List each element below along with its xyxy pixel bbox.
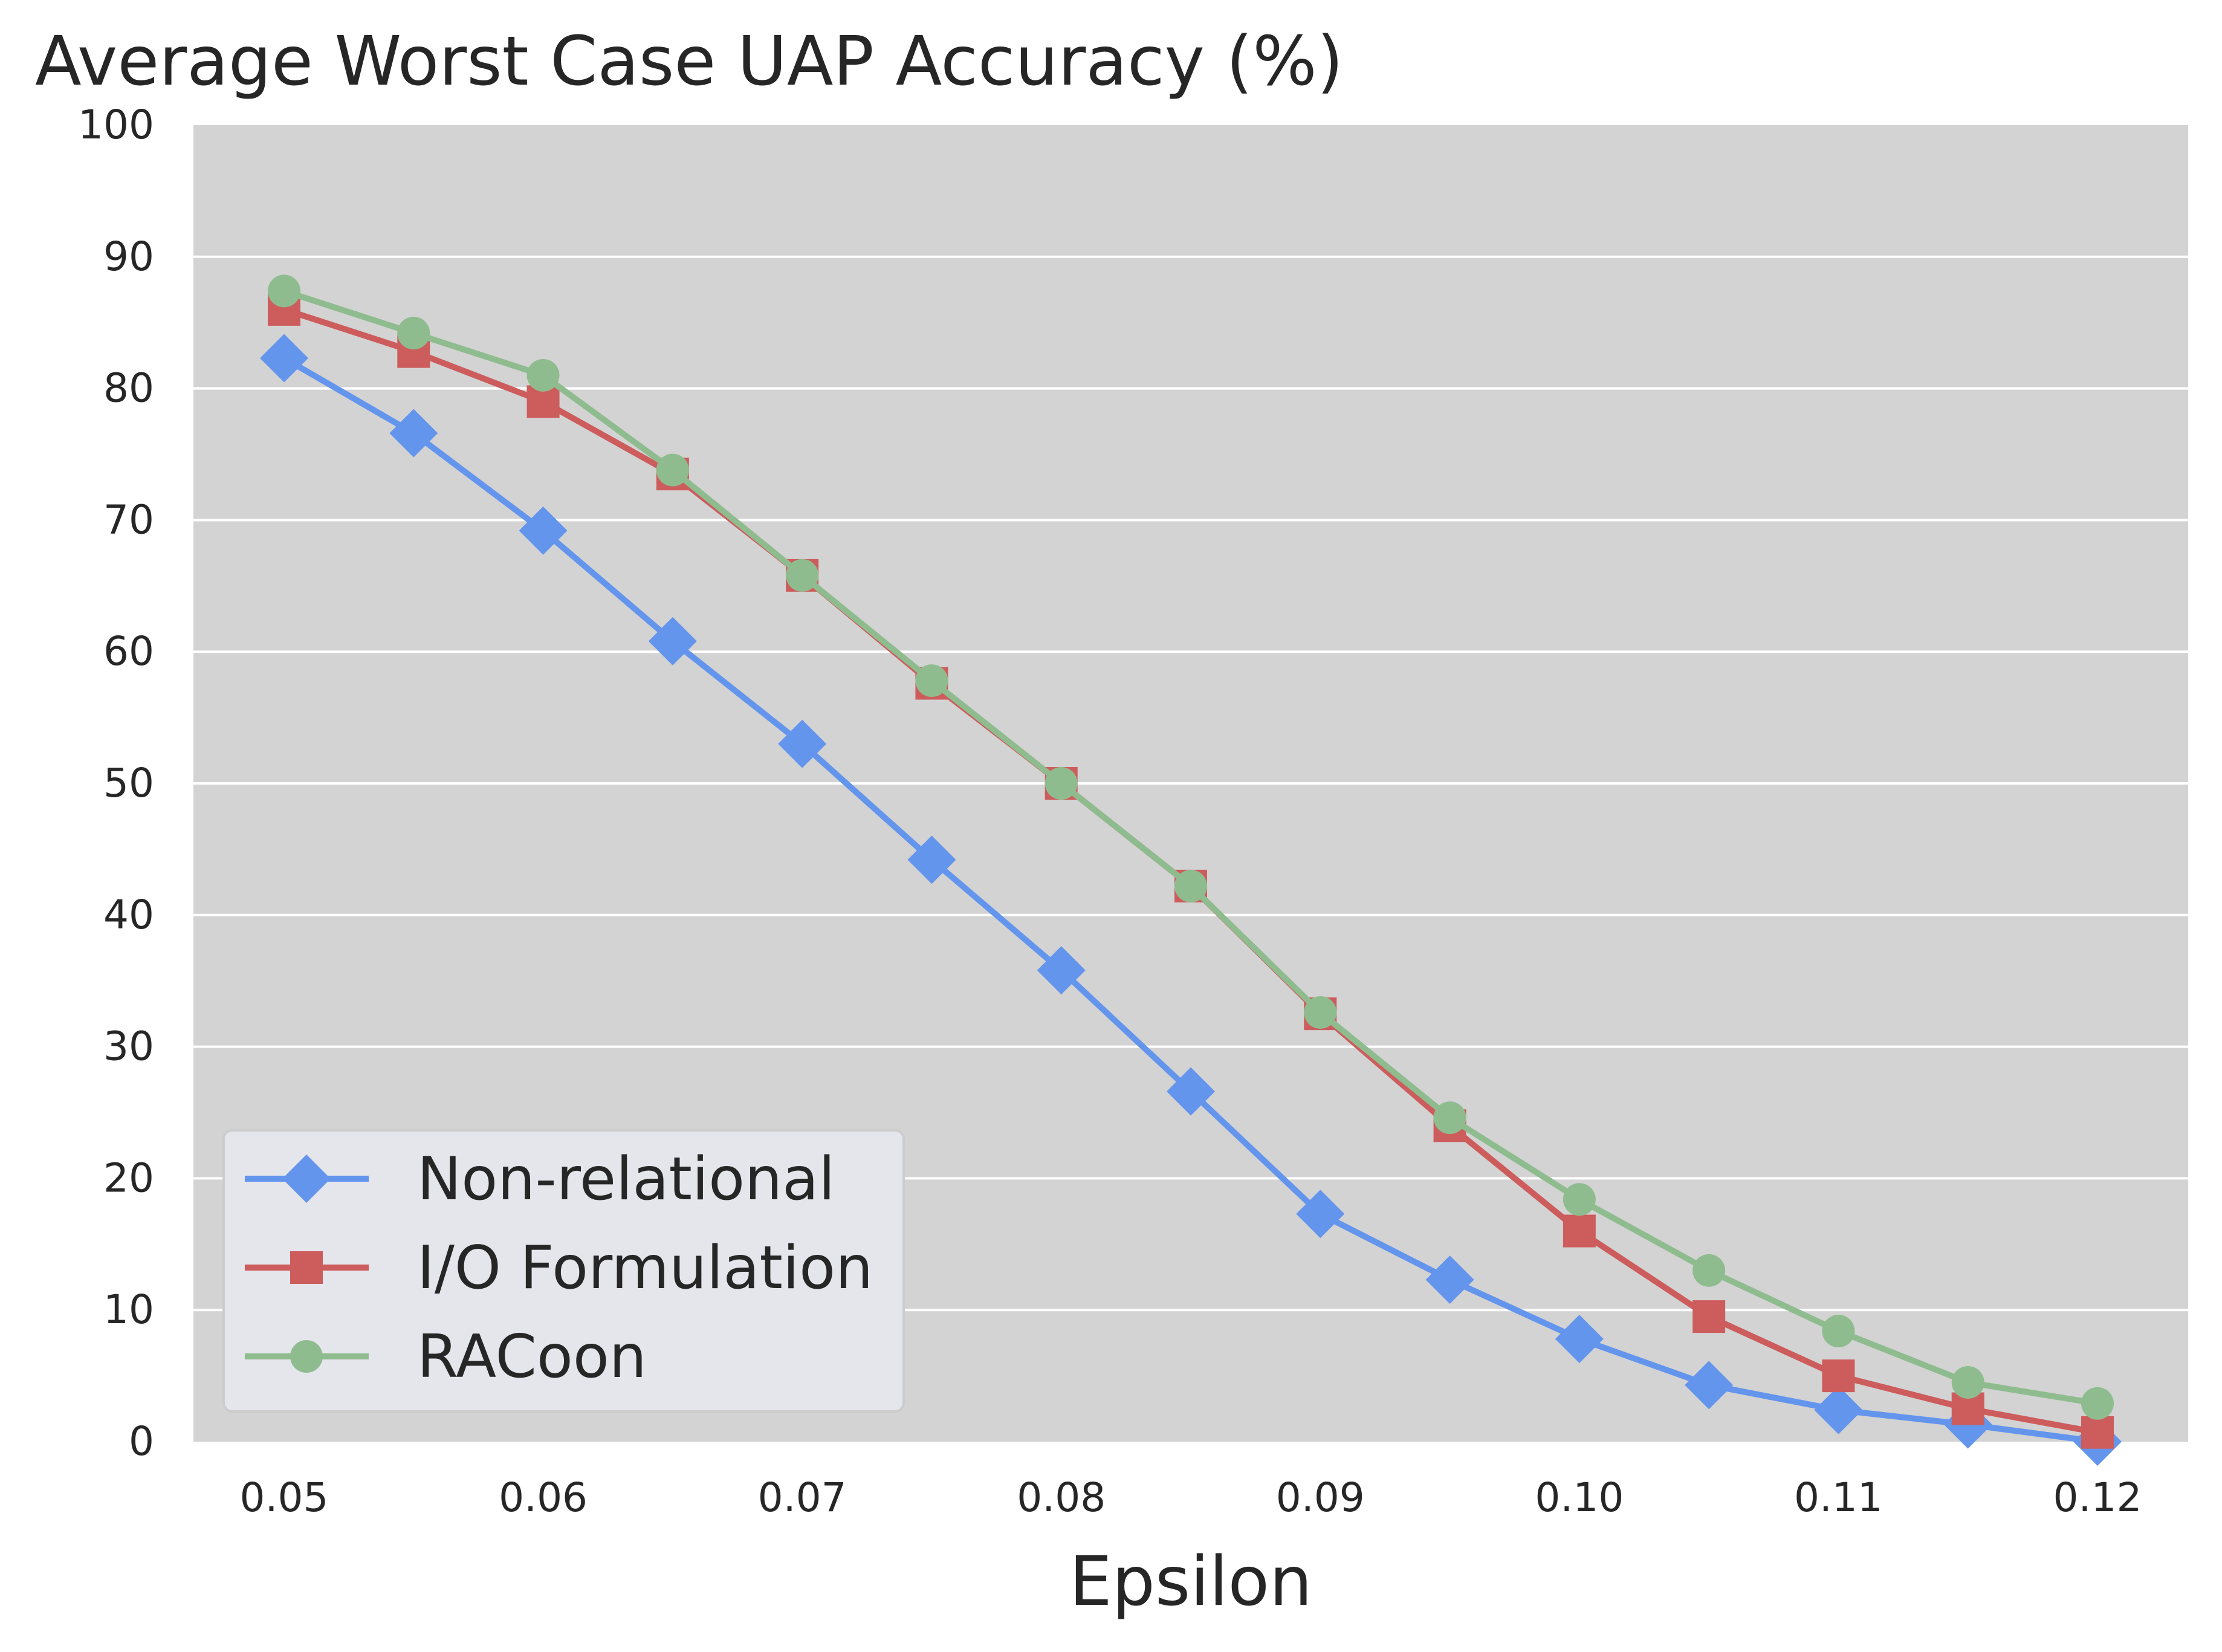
legend-item-non-relational: Non-relational [245, 1145, 835, 1214]
y-tick-label: 40 [103, 892, 154, 938]
data-point-non-relational [1425, 1255, 1474, 1304]
data-point-i-o-formulation [1563, 1214, 1596, 1248]
legend-box [222, 1129, 905, 1413]
series-non-relational [260, 334, 2122, 1466]
y-tick-label: 50 [103, 760, 154, 806]
data-point-racoon [1304, 996, 1337, 1029]
y-tick-labels: 0 10 20 30 40 50 60 70 80 90 100 [78, 102, 154, 1465]
legend-swatch-marker [282, 1155, 331, 1203]
data-point-non-relational [519, 506, 568, 555]
y-tick-label: 20 [103, 1155, 154, 1201]
data-point-non-relational [907, 835, 956, 884]
series-layer [260, 274, 2122, 1466]
legend-item-racoon: RACoon [245, 1323, 647, 1391]
data-point-non-relational [648, 617, 697, 666]
data-point-i-o-formulation [1822, 1359, 1855, 1393]
data-point-racoon [1951, 1365, 1984, 1399]
data-point-non-relational [1555, 1315, 1604, 1364]
y-tick-label: 70 [103, 496, 154, 543]
data-point-non-relational [778, 719, 827, 768]
x-tick-label: 0.08 [1017, 1474, 1106, 1521]
x-tick-label: 0.10 [1535, 1474, 1624, 1521]
data-point-racoon [2081, 1387, 2114, 1420]
data-point-non-relational [389, 409, 438, 458]
data-point-racoon [268, 274, 300, 308]
data-point-racoon [1045, 767, 1078, 800]
legend-label: RACoon [417, 1323, 647, 1391]
chart-title: Average Worst Case UAP Accuracy (%) [35, 22, 1343, 101]
legend-swatch-marker [290, 1251, 323, 1284]
data-point-racoon [397, 317, 430, 350]
data-point-racoon [1433, 1101, 1466, 1135]
y-tick-label: 80 [103, 365, 154, 412]
data-point-racoon [1563, 1183, 1596, 1216]
y-tick-label: 30 [103, 1023, 154, 1070]
x-tick-labels: 0.05 0.06 0.07 0.08 0.09 0.10 0.11 0.12 [240, 1474, 2142, 1521]
legend: Non-relational I/O Formulation RACoon [222, 1129, 905, 1413]
data-point-non-relational [1296, 1190, 1345, 1239]
data-point-i-o-formulation [1692, 1300, 1726, 1333]
x-tick-label: 0.09 [1276, 1474, 1365, 1521]
y-tick-label: 0 [129, 1418, 154, 1465]
legend-item-i-o-formulation: I/O Formulation [245, 1234, 873, 1303]
x-axis-label: Epsilon [1069, 1543, 1312, 1621]
data-point-i-o-formulation [2081, 1416, 2114, 1449]
series-racoon [268, 274, 2114, 1420]
data-point-racoon [1822, 1315, 1855, 1348]
data-point-non-relational [1685, 1361, 1734, 1410]
data-point-racoon [526, 358, 560, 392]
data-point-non-relational [1814, 1385, 1863, 1434]
data-point-racoon [915, 664, 948, 698]
y-tick-label: 90 [103, 233, 154, 280]
data-point-non-relational [1167, 1067, 1215, 1116]
y-tick-label: 10 [103, 1286, 154, 1333]
data-point-racoon [1692, 1254, 1726, 1287]
x-tick-label: 0.12 [2053, 1474, 2142, 1521]
legend-label: Non-relational [417, 1145, 835, 1214]
data-point-racoon [1174, 869, 1207, 902]
legend-swatch-marker [290, 1340, 323, 1373]
data-point-racoon [656, 453, 689, 487]
x-tick-label: 0.06 [499, 1474, 588, 1521]
x-tick-label: 0.05 [240, 1474, 329, 1521]
legend-label: I/O Formulation [417, 1234, 873, 1303]
data-point-non-relational [260, 334, 308, 383]
x-tick-label: 0.11 [1794, 1474, 1883, 1521]
y-tick-label: 60 [103, 628, 154, 675]
y-tick-label: 100 [78, 102, 154, 148]
x-tick-label: 0.07 [758, 1474, 847, 1521]
data-point-non-relational [1037, 946, 1086, 995]
data-point-racoon [786, 559, 819, 592]
